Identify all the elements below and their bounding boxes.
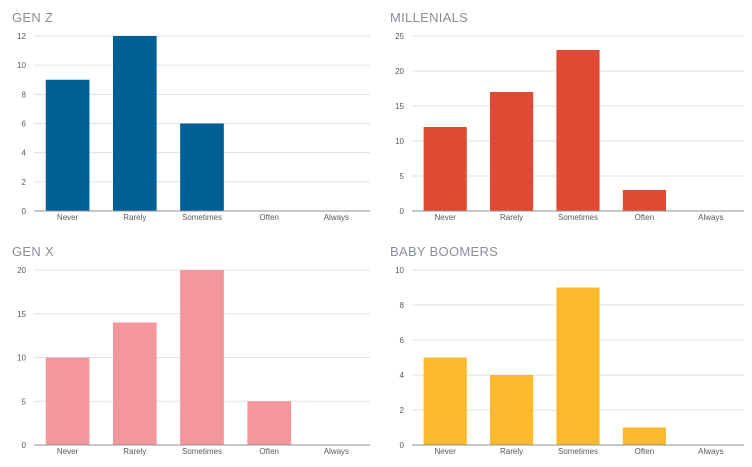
bar bbox=[180, 270, 224, 445]
x-tick-label: Often bbox=[259, 213, 279, 222]
x-tick-label: Sometimes bbox=[182, 213, 222, 222]
chart-title: GEN X bbox=[12, 244, 54, 259]
y-tick-label: 0 bbox=[22, 441, 27, 450]
x-tick-label: Always bbox=[324, 213, 349, 222]
y-tick-label: 4 bbox=[22, 149, 27, 158]
bar bbox=[490, 375, 534, 445]
bar bbox=[112, 322, 157, 445]
x-tick-label: Rarely bbox=[500, 447, 523, 456]
bar bbox=[622, 190, 666, 211]
x-tick-label: Always bbox=[324, 447, 349, 456]
bar bbox=[247, 401, 292, 445]
y-tick-label: 8 bbox=[400, 301, 405, 310]
x-tick-label: Sometimes bbox=[558, 447, 598, 456]
y-tick-label: 10 bbox=[395, 266, 404, 275]
x-tick-label: Rarely bbox=[500, 213, 523, 222]
bar-plot: 0 5 10 15 20 25 Never Rarely Sometimes Often Alway… bbox=[395, 32, 744, 222]
bar-plot: 0 5 10 15 20 Never Rarely Sometimes Often Always bbox=[17, 266, 370, 456]
bar bbox=[423, 357, 467, 445]
y-tick-label: 2 bbox=[22, 178, 27, 187]
chart-baby-boomers: BABY BOOMERS 0 2 4 6 8 10 Never Rarely Sometimes… bbox=[390, 244, 746, 462]
x-tick-label: Rarely bbox=[123, 447, 146, 456]
chart-millenials: MILLENIALS 0 5 10 15 20 25 Never Rarely Sometime… bbox=[390, 10, 746, 228]
chart-gen-x: GEN X 0 5 10 15 20 Never Rarely Sometimes Often A… bbox=[12, 244, 372, 462]
x-tick-label: Never bbox=[57, 447, 79, 456]
y-tick-label: 15 bbox=[17, 310, 26, 319]
bar bbox=[622, 427, 666, 445]
x-tick-label: Often bbox=[259, 447, 279, 456]
bar bbox=[180, 123, 224, 211]
bar-plot: 0 2 4 6 8 10 12 Never Rarely Sometimes Often Always bbox=[17, 32, 370, 222]
x-tick-label: Never bbox=[435, 447, 457, 456]
y-tick-label: 5 bbox=[400, 172, 405, 181]
chart-title: BABY BOOMERS bbox=[390, 244, 499, 259]
x-tick-label: Always bbox=[698, 447, 723, 456]
bar bbox=[423, 127, 467, 211]
chart-title: GEN Z bbox=[12, 10, 54, 25]
x-tick-label: Rarely bbox=[123, 213, 146, 222]
y-tick-label: 15 bbox=[395, 102, 404, 111]
bar bbox=[112, 36, 157, 211]
x-tick-label: Often bbox=[635, 213, 655, 222]
y-tick-label: 6 bbox=[400, 336, 405, 345]
chart-title: MILLENIALS bbox=[390, 10, 469, 25]
y-tick-label: 10 bbox=[17, 354, 26, 363]
x-tick-label: Never bbox=[435, 213, 457, 222]
bar bbox=[556, 50, 600, 211]
bar bbox=[556, 287, 600, 445]
y-tick-label: 2 bbox=[400, 406, 405, 415]
y-tick-label: 0 bbox=[400, 441, 405, 450]
y-tick-label: 10 bbox=[17, 61, 26, 70]
bar bbox=[490, 92, 534, 211]
y-tick-label: 25 bbox=[395, 32, 404, 41]
x-tick-label: Sometimes bbox=[558, 213, 598, 222]
bar bbox=[45, 357, 90, 445]
x-tick-label: Never bbox=[57, 213, 79, 222]
y-tick-label: 4 bbox=[400, 371, 405, 380]
y-tick-label: 10 bbox=[395, 137, 404, 146]
chart-gen-z: GEN Z 0 2 4 6 8 10 12 Never Rarely Sometimes Often… bbox=[12, 10, 372, 228]
y-tick-label: 8 bbox=[22, 90, 27, 99]
y-tick-label: 5 bbox=[22, 397, 27, 406]
x-tick-label: Always bbox=[698, 213, 723, 222]
x-tick-label: Sometimes bbox=[182, 447, 222, 456]
y-tick-label: 0 bbox=[22, 207, 27, 216]
y-tick-label: 12 bbox=[17, 32, 26, 41]
bar-plot: 0 2 4 6 8 10 Never Rarely Sometimes Often Always bbox=[395, 266, 744, 456]
x-tick-label: Often bbox=[635, 447, 655, 456]
y-tick-label: 20 bbox=[17, 266, 26, 275]
bar bbox=[45, 79, 90, 211]
y-tick-label: 20 bbox=[395, 67, 404, 76]
y-tick-label: 0 bbox=[400, 207, 405, 216]
y-tick-label: 6 bbox=[22, 120, 27, 129]
